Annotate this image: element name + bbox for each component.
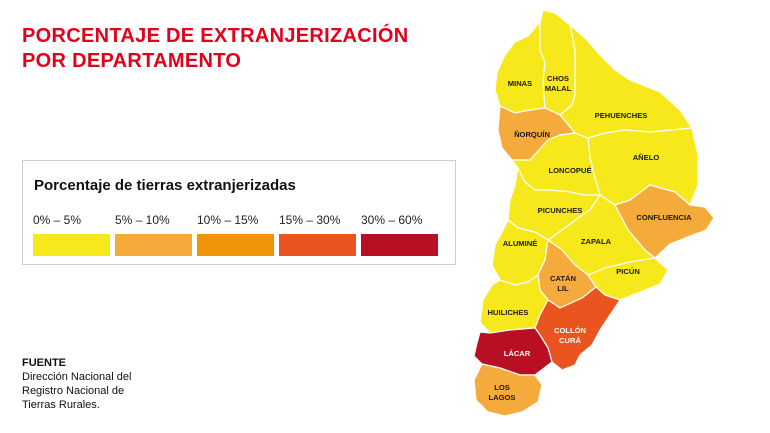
map-label: MALAL [545, 84, 572, 93]
legend-label: 5% – 10% [115, 213, 170, 227]
map-label: CHOS [547, 74, 569, 83]
source-line: Dirección Nacional del [22, 371, 132, 383]
source-line: Registro Nacional de [22, 385, 125, 397]
department-los-lagos[interactable] [473, 363, 543, 417]
map-label: ÑORQUÍN [514, 130, 550, 139]
legend-swatch [115, 234, 192, 256]
map-label: LIL [557, 284, 569, 293]
map-label: ALUMINÉ [503, 239, 538, 248]
legend-swatch [197, 234, 274, 256]
map-label: LONCOPUÉ [548, 166, 591, 175]
legend-item: 5% – 10% [115, 213, 193, 256]
legend-label: 0% – 5% [33, 213, 82, 227]
page-title: PORCENTAJE DE EXTRANJERIZACIÓN POR DEPAR… [22, 24, 408, 74]
map-label: HUILICHES [488, 308, 529, 317]
department-minas[interactable] [494, 21, 546, 114]
legend-label: 30% – 60% [361, 213, 423, 227]
legend-title: Porcentaje de tierras extranjerizadas [34, 177, 296, 194]
legend-item: 10% – 15% [197, 213, 275, 256]
legend-item: 0% – 5% [33, 213, 111, 256]
source-heading: FUENTE [22, 357, 66, 369]
legend-label: 15% – 30% [279, 213, 341, 227]
map-label: CONFLUENCIA [636, 213, 692, 222]
map-label: MINAS [508, 79, 532, 88]
legend: Porcentaje de tierras extranjerizadas 0%… [22, 160, 456, 265]
legend-label: 10% – 15% [197, 213, 259, 227]
map-label: COLLÓN [554, 326, 586, 335]
map-label: PICÚN [616, 267, 640, 276]
map-label: LAGOS [488, 393, 515, 402]
map-label: LÁCAR [504, 349, 531, 358]
legend-item: 15% – 30% [279, 213, 357, 256]
department-lacar[interactable] [473, 327, 553, 376]
legend-item: 30% – 60% [361, 213, 439, 256]
department-pehuenches[interactable] [559, 24, 693, 139]
legend-swatch [361, 234, 438, 256]
title-line-1: PORCENTAJE DE EXTRANJERIZACIÓN [22, 25, 409, 47]
source-line: Tierras Rurales. [22, 399, 100, 411]
map-label: CATÁN [550, 274, 576, 283]
title-line-2: POR DEPARTAMENTO [22, 50, 242, 72]
map-label: LOS [494, 383, 510, 392]
map-label: PICUNCHES [538, 206, 583, 215]
map-label: AÑELO [633, 153, 660, 162]
map-label: PEHUENCHES [595, 111, 648, 120]
legend-swatch [279, 234, 356, 256]
map-label: ZAPALA [581, 237, 612, 246]
source-note: FUENTE Dirección Nacional del Registro N… [22, 356, 131, 412]
map-label: CURÁ [559, 336, 581, 345]
legend-swatch [33, 234, 110, 256]
